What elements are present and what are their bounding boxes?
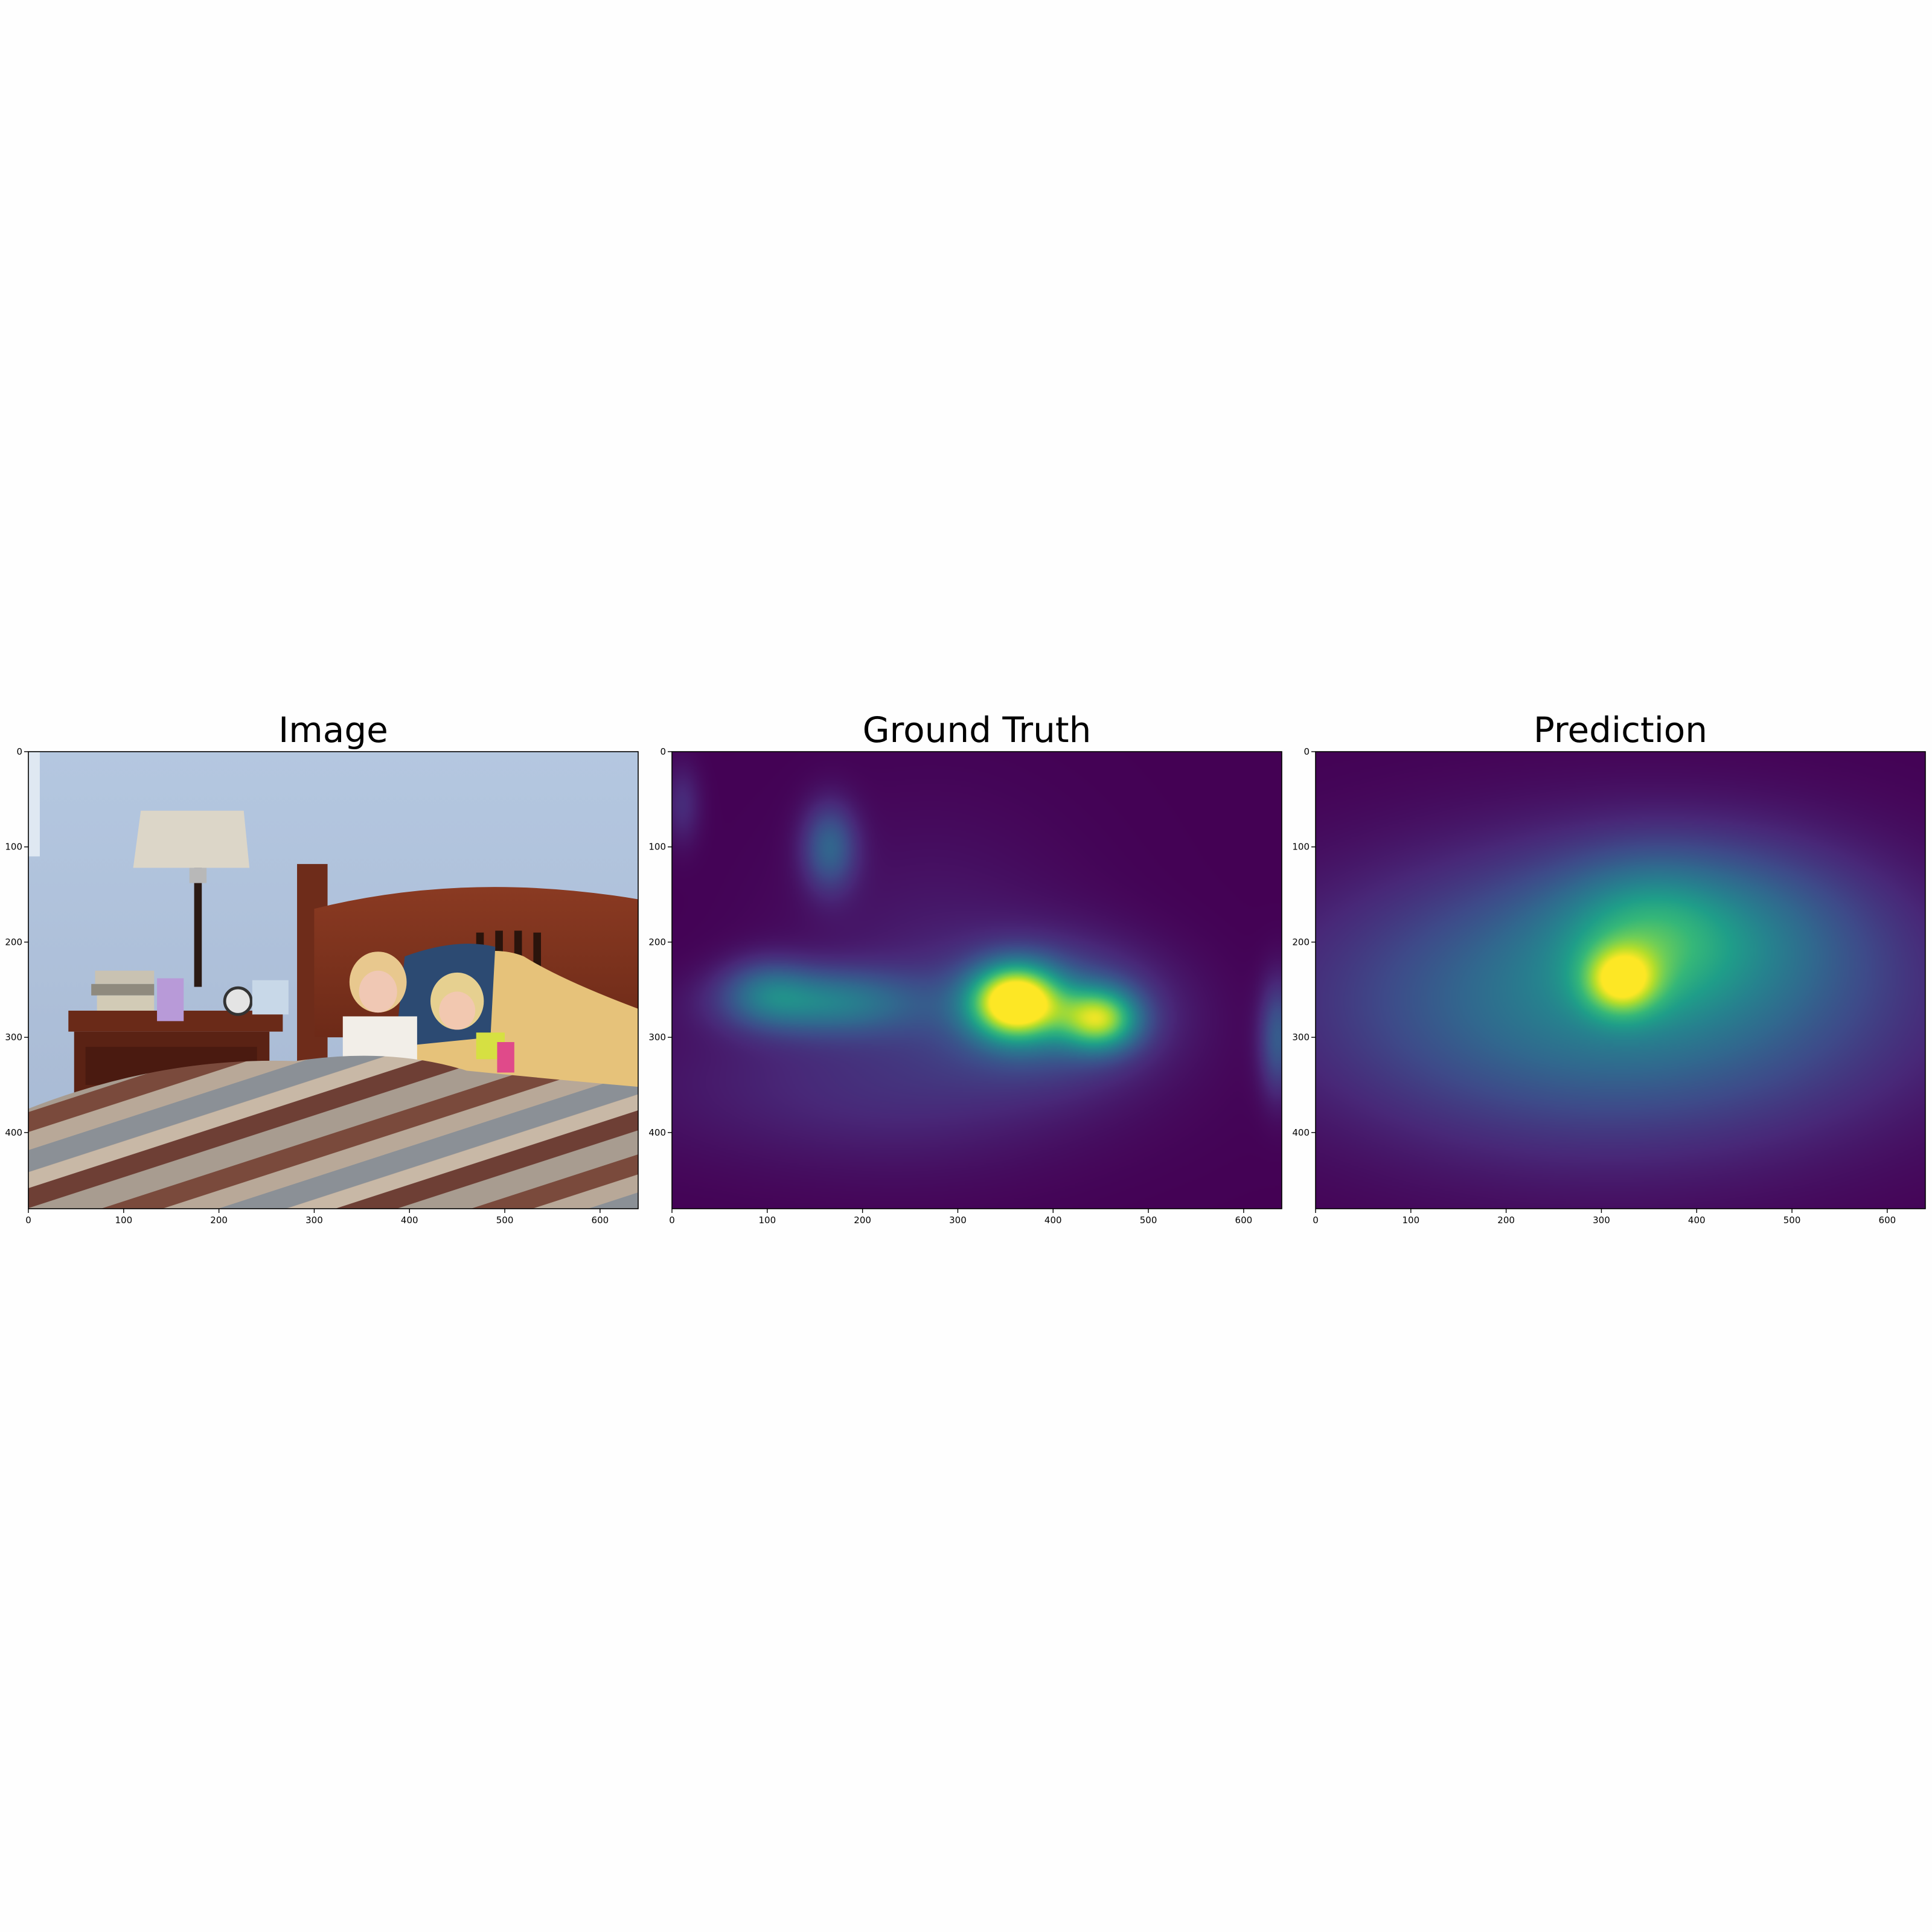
ticks-image: 0 100 200 300 400 500 600 0 100 200 300 400 — [5, 746, 609, 1226]
photo-children — [342, 952, 514, 1073]
x-tick-label: 500 — [496, 1215, 514, 1226]
axes-frame-image — [28, 751, 639, 1209]
x-tick-label: 500 — [1783, 1215, 1801, 1226]
x-tick-label: 300 — [949, 1215, 967, 1226]
heatmap-ground-truth-wrapper — [672, 752, 1282, 1209]
heatmap-prediction — [1316, 752, 1925, 1209]
axes-frame-prediction — [1315, 751, 1926, 1209]
photo-quilt — [28, 1055, 638, 1209]
photo-lamp — [133, 810, 250, 987]
y-tick-label: 200 — [648, 936, 666, 947]
x-tick-label: 0 — [1313, 1215, 1319, 1226]
axes-frame-ground-truth — [671, 751, 1282, 1209]
x-tick-label: 0 — [25, 1215, 31, 1226]
x-tick-label: 400 — [401, 1215, 418, 1226]
photo-window-edge — [28, 752, 40, 857]
y-tick-label: 400 — [5, 1127, 22, 1138]
x-tick-label: 200 — [854, 1215, 871, 1226]
panel-title-ground-truth: Ground Truth — [863, 709, 1092, 750]
y-tick-label: 400 — [648, 1127, 666, 1138]
y-tick-label: 300 — [648, 1032, 666, 1043]
panel-prediction: Prediction 0 100 200 300 400 500 600 0 100 200 300… — [1292, 709, 1926, 1226]
x-tick-label: 100 — [758, 1215, 776, 1226]
x-tick-label: 200 — [210, 1215, 228, 1226]
panel-image: Image — [5, 709, 639, 1226]
y-tick-label: 200 — [5, 936, 22, 947]
ticks-prediction: 0 100 200 300 400 500 600 0 100 200 300 400 — [1292, 746, 1896, 1226]
x-tick-label: 100 — [115, 1215, 132, 1226]
x-tick-label: 300 — [1593, 1215, 1610, 1226]
y-tick-label: 100 — [5, 842, 22, 852]
x-tick-label: 400 — [1044, 1215, 1062, 1226]
y-tick-label: 200 — [1292, 936, 1310, 947]
y-tick-label: 0 — [16, 746, 22, 757]
x-tick-label: 300 — [305, 1215, 323, 1226]
x-tick-label: 600 — [1235, 1215, 1253, 1226]
heatmap-prediction-wrapper — [1316, 752, 1925, 1209]
x-tick-label: 100 — [1402, 1215, 1419, 1226]
x-tick-label: 400 — [1688, 1215, 1706, 1226]
x-tick-label: 600 — [1879, 1215, 1896, 1226]
panel-title-image: Image — [278, 709, 388, 750]
y-tick-label: 100 — [1292, 842, 1310, 852]
x-tick-label: 600 — [592, 1215, 609, 1226]
panel-ground-truth: Ground Truth 0 100 200 300 400 500 600 0 100 200 3… — [648, 709, 1282, 1226]
y-tick-label: 0 — [1303, 746, 1310, 757]
x-tick-label: 500 — [1140, 1215, 1157, 1226]
y-tick-label: 100 — [648, 842, 666, 852]
heatmap-ground-truth — [672, 752, 1282, 1209]
x-tick-label: 200 — [1497, 1215, 1515, 1226]
photo-canvas — [28, 752, 638, 1209]
ticks-ground-truth: 0 100 200 300 400 500 600 0 100 200 300 400 — [648, 746, 1252, 1226]
x-tick-label: 0 — [669, 1215, 675, 1226]
y-tick-label: 400 — [1292, 1127, 1310, 1138]
y-tick-label: 300 — [1292, 1032, 1310, 1043]
y-tick-label: 300 — [5, 1032, 22, 1043]
panel-title-prediction: Prediction — [1534, 709, 1707, 750]
y-tick-label: 0 — [660, 746, 666, 757]
